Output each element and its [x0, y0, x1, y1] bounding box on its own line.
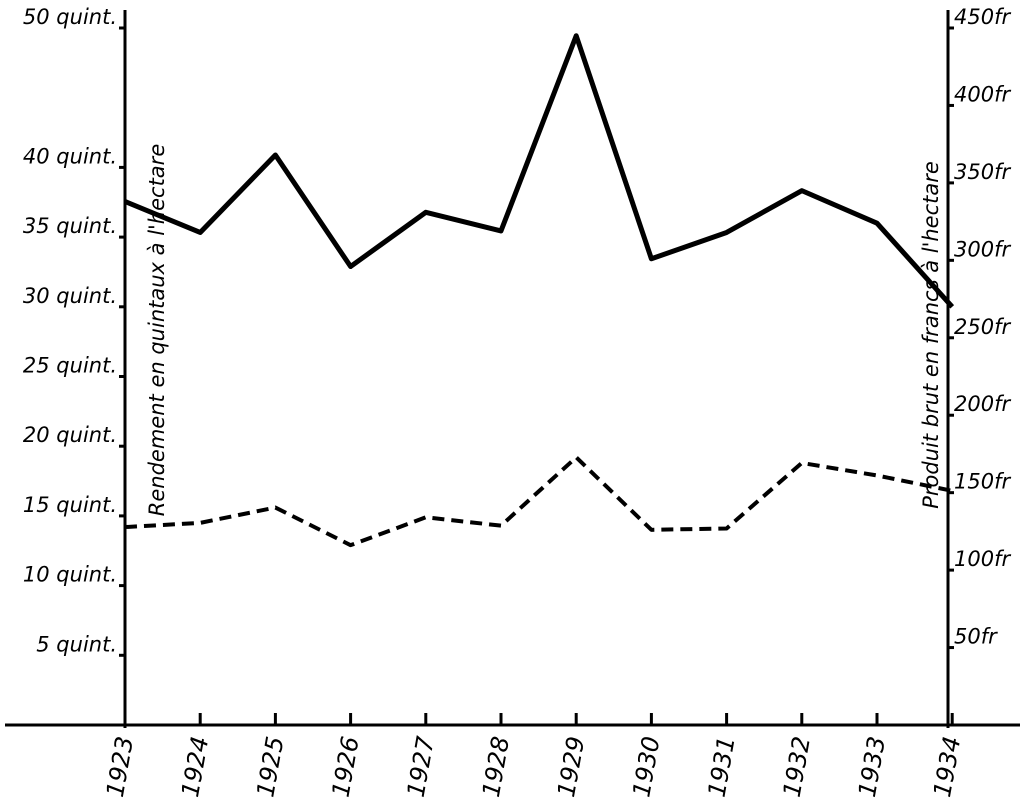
y-tick-label: 40 quint. — [23, 144, 117, 168]
x-tick-label: 1934 — [928, 734, 966, 799]
y2-tick-label: 100fr — [954, 547, 1011, 571]
y2-tick-label: 50fr — [954, 625, 998, 649]
x-tick-label: 1929 — [552, 734, 590, 799]
x-tick-label: 1932 — [778, 734, 816, 799]
x-tick-label: 1925 — [251, 734, 289, 799]
x-tick-label: 1923 — [101, 734, 139, 799]
y-tick-label: 50 quint. — [23, 5, 117, 29]
y2-tick-label: 150fr — [954, 470, 1011, 494]
x-tick-label: 1930 — [627, 734, 665, 799]
y-tick-label: 20 quint. — [23, 423, 117, 447]
y-tick-label: 35 quint. — [23, 214, 117, 238]
y-tick-label: 25 quint. — [23, 354, 117, 378]
x-tick-label: 1928 — [477, 734, 515, 799]
y2-tick-label: 400fr — [954, 82, 1011, 106]
y-tick-label: 15 quint. — [23, 493, 117, 517]
x-tick-label: 1931 — [703, 734, 741, 799]
y2-tick-label: 450fr — [954, 5, 1011, 29]
y2-tick-label: 250fr — [954, 315, 1011, 339]
data-line — [124, 455, 953, 548]
x-tick-label: 1927 — [402, 734, 440, 800]
x-tick-label: 1924 — [176, 734, 214, 799]
y2-tick-label: 300fr — [954, 237, 1011, 261]
y2-tick-label: 200fr — [954, 392, 1011, 416]
x-tick-label: 1926 — [327, 734, 365, 799]
y-tick-label: 5 quint. — [36, 632, 117, 656]
x-tick-label: 1933 — [853, 734, 891, 799]
y-tick-label: 10 quint. — [23, 563, 117, 587]
y-axis-title: Rendement en quintaux à l'hectare — [145, 144, 169, 516]
y2-tick-label: 350fr — [954, 160, 1011, 184]
y-tick-label: 30 quint. — [23, 284, 117, 308]
y2-axis-title: Produit brut en francs à l'hectare — [919, 161, 943, 509]
data-line — [124, 33, 955, 309]
